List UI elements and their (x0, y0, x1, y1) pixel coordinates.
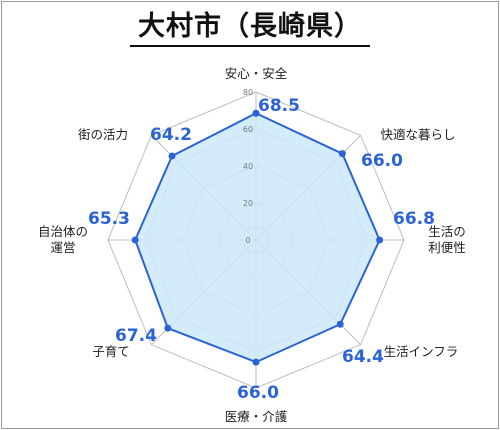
data-point (164, 324, 172, 332)
axis-label: 生活インフラ (384, 344, 459, 359)
value-label: 64.2 (150, 125, 192, 145)
axis-label: 快適な暮らし (380, 127, 455, 142)
axis-label: 利便性 (428, 240, 466, 255)
value-label: 64.4 (342, 347, 384, 367)
value-label: 66.8 (393, 209, 435, 229)
chart-title: 大村市（長崎県） (130, 4, 370, 47)
value-label: 65.3 (88, 209, 130, 229)
value-label: 66.0 (237, 383, 279, 403)
axis-label: 生活の (428, 224, 466, 239)
value-label: 67.4 (115, 326, 157, 346)
axis-label: 安心・安全 (225, 66, 288, 81)
data-point (168, 152, 176, 160)
title-wrap: 大村市（長崎県） (0, 4, 500, 47)
tick-label: 20 (243, 199, 253, 208)
axis-label: 街の活力 (78, 127, 128, 142)
tick-label: 80 (243, 88, 253, 97)
value-label: 66.0 (361, 151, 403, 171)
tick-label: 0 (245, 236, 250, 245)
data-point (376, 236, 384, 244)
axis-label: 子育て (92, 344, 130, 359)
tick-label: 60 (243, 125, 253, 134)
value-label: 68.5 (258, 96, 300, 116)
axis-label: 自治体の (38, 224, 88, 239)
axis-label: 医療・介護 (225, 409, 288, 424)
axis-label: 運営 (50, 240, 75, 255)
data-point (252, 109, 260, 117)
data-point (338, 150, 346, 158)
data-point (336, 320, 344, 328)
data-point (131, 236, 139, 244)
data-point (252, 358, 260, 366)
tick-label: 40 (243, 162, 253, 171)
